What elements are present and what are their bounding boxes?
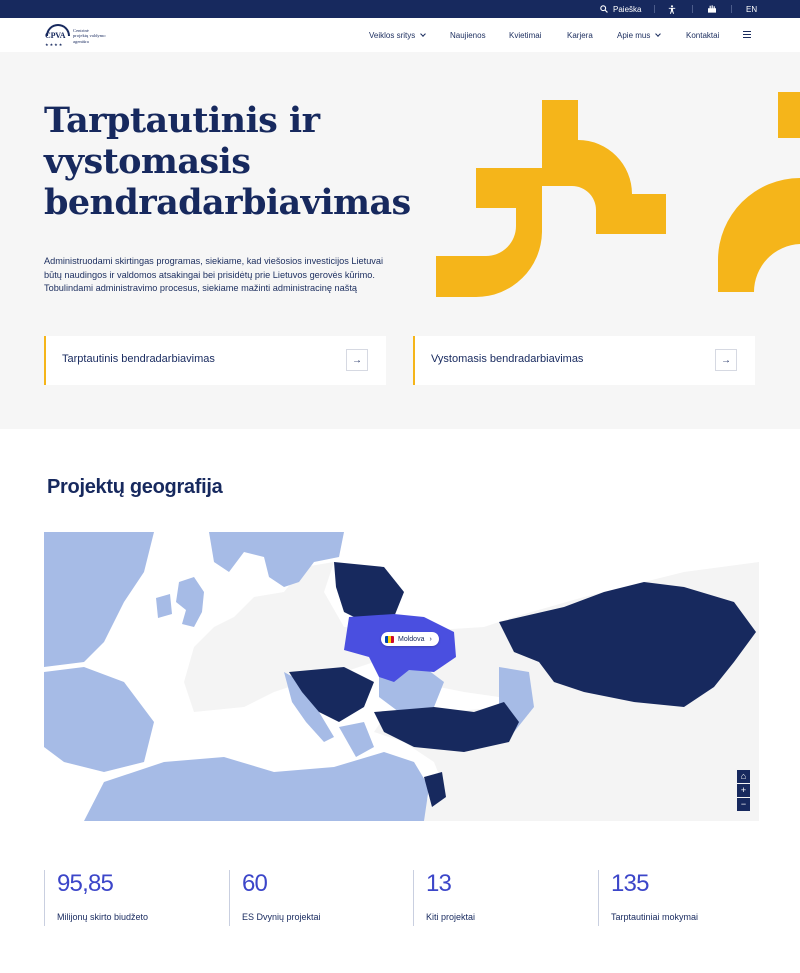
- stat-caption: Tarptautiniai mokymai: [611, 912, 699, 922]
- nav-kvietimai[interactable]: Kvietimai: [509, 18, 541, 52]
- logo-name: Centrinė projektų valdymo agentūra: [73, 28, 106, 44]
- page-title: Tarptautinis ir vystomasis bendradarbiav…: [44, 100, 424, 223]
- country-kazakhstan: [499, 582, 756, 707]
- card-label: Tarptautinis bendradarbiavimas: [62, 353, 215, 365]
- chevron-down-icon: [420, 30, 427, 37]
- search-label: Paieška: [613, 4, 642, 14]
- logo-mark: CPVA ★★★★: [44, 24, 70, 48]
- nav-label: Veiklos sritys: [369, 30, 416, 40]
- menu-icon[interactable]: [743, 31, 751, 38]
- land-ireland: [156, 594, 172, 618]
- land-uk: [176, 577, 204, 627]
- cpva-logo[interactable]: CPVA ★★★★ Centrinė projektų valdymo agen…: [44, 24, 124, 48]
- arrow-right-icon[interactable]: →: [346, 349, 368, 371]
- land-iberia: [44, 667, 154, 772]
- hero-section: Tarptautinis ir vystomasis bendradarbiav…: [0, 52, 800, 429]
- nav-label: Kontaktai: [686, 30, 720, 40]
- divider: [692, 5, 693, 13]
- sign-language-button[interactable]: [707, 0, 717, 18]
- card-label: Vystomasis bendradarbiavimas: [431, 353, 584, 365]
- country-jordan: [424, 772, 446, 807]
- nav-label: Naujienos: [450, 30, 486, 40]
- logo-name-line: projektų valdymo: [73, 33, 106, 39]
- land-north-africa: [84, 752, 429, 821]
- stat-value: 60: [242, 870, 268, 897]
- arrow-right-icon[interactable]: →: [715, 349, 737, 371]
- divider: [654, 5, 655, 13]
- language-switch[interactable]: EN: [746, 0, 757, 18]
- stat-caption: Milijonų skirto biudžeto: [57, 912, 149, 922]
- page-title-line: vystomasis: [44, 141, 251, 182]
- sign-language-icon: [708, 5, 716, 13]
- section-title: Projektų geografija: [47, 476, 223, 498]
- card-tarptautinis[interactable]: Tarptautinis bendradarbiavimas →: [44, 336, 386, 385]
- nav-apie-mus[interactable]: Apie mus: [617, 18, 662, 52]
- nav-naujienos[interactable]: Naujienos: [450, 18, 486, 52]
- stat-budget: 95,85 Milijonų skirto biudžeto: [44, 870, 204, 926]
- stat-trainings: 135 Tarptautiniai mokymai: [598, 870, 758, 926]
- divider: [731, 5, 732, 13]
- chevron-right-icon: ›: [429, 635, 432, 643]
- country-highlighted: [344, 614, 456, 682]
- land-scandinavia: [209, 532, 344, 587]
- logo-name-line: agentūra: [73, 38, 89, 44]
- map-svg: [44, 532, 759, 821]
- page-title-line: bendradarbiavimas: [44, 182, 411, 223]
- stat-value: 95,85: [57, 870, 114, 897]
- card-vystomasis[interactable]: Vystomasis bendradarbiavimas →: [413, 336, 755, 385]
- page-title-line: Tarptautinis ir: [44, 100, 320, 141]
- zoom-in-icon[interactable]: +: [737, 784, 750, 797]
- nav-label: Kvietimai: [509, 30, 542, 40]
- stat-value: 13: [426, 870, 452, 897]
- stat-caption: ES Dvynių projektai: [242, 912, 321, 922]
- moldova-flag-icon: [385, 635, 394, 643]
- hero-description: Administruodami skirtingas programas, si…: [44, 256, 384, 293]
- chevron-down-icon: [655, 30, 662, 37]
- stat-value: 135: [611, 870, 649, 897]
- country-turkey: [374, 702, 519, 752]
- nav-veiklos-sritys[interactable]: Veiklos sritys: [369, 18, 427, 52]
- stat-other-projects: 13 Kiti projektai: [413, 870, 573, 926]
- projects-map[interactable]: Moldova › ⌂ + −: [44, 532, 759, 821]
- nav-karjera[interactable]: Karjera: [567, 18, 593, 52]
- search-link[interactable]: Paieška: [600, 0, 641, 18]
- main-header: CPVA ★★★★ Centrinė projektų valdymo agen…: [0, 18, 800, 52]
- nav-label: Karjera: [567, 30, 593, 40]
- logo-stars: ★★★★: [45, 42, 64, 47]
- zoom-out-icon[interactable]: −: [737, 798, 750, 811]
- tooltip-country: Moldova: [398, 635, 425, 643]
- logo-name-line: Centrinė: [73, 28, 89, 34]
- land-italy: [284, 672, 334, 742]
- nav-kontaktai[interactable]: Kontaktai: [686, 18, 719, 52]
- land-west: [44, 532, 154, 667]
- nav-label: Apie mus: [617, 30, 651, 40]
- country-belarus-russia: [334, 562, 404, 622]
- land-greece: [339, 722, 374, 757]
- top-utility-bar: Paieška EN: [0, 0, 800, 18]
- language-label: EN: [746, 4, 758, 14]
- decorative-shapes: [436, 92, 800, 297]
- logo-abbr: CPVA: [45, 31, 66, 40]
- stat-twinning: 60 ES Dvynių projektai: [229, 870, 389, 926]
- stat-caption: Kiti projektai: [426, 912, 476, 922]
- country-balkans: [289, 667, 374, 722]
- accessibility-icon: [668, 4, 676, 14]
- accessibility-button[interactable]: [668, 0, 676, 18]
- search-icon: [600, 5, 608, 13]
- home-icon[interactable]: ⌂: [737, 770, 750, 783]
- map-tooltip[interactable]: Moldova ›: [381, 632, 439, 646]
